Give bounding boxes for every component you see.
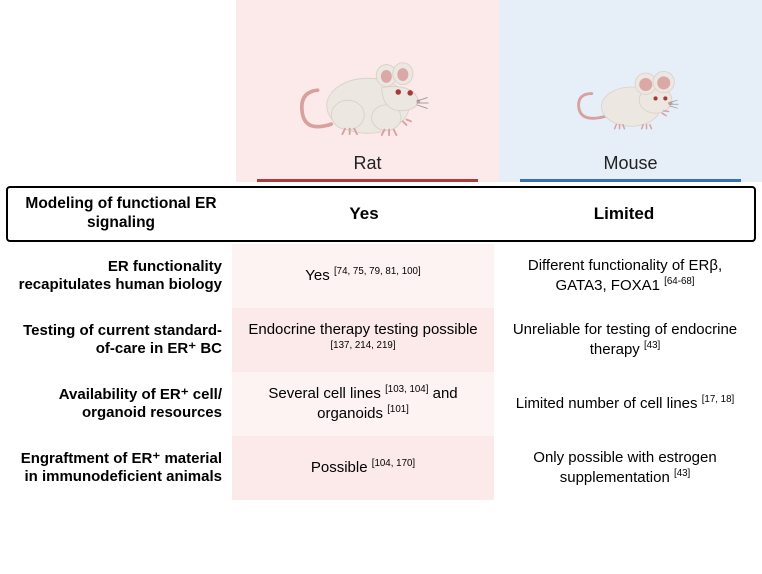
column-label-mouse: Mouse [603,153,657,174]
cell-mouse: Limited number of cell lines [17, 18] [494,372,756,436]
cell-rat: Several cell lines [103, 104] and organo… [232,372,494,436]
rows-container: ER functionality recapitulates human bio… [0,244,762,500]
table-row: Engraftment of ER⁺ material in immunodef… [6,436,756,500]
cell-mouse: Only possible with estrogen supplementat… [494,436,756,500]
cell-mouse: Different functionality of ERβ, GATA3, F… [494,244,756,308]
column-label-rat: Rat [353,153,381,174]
mouse-icon [571,51,691,141]
cell-rat: Endocrine therapy testing possible [137,… [232,308,494,372]
cell-rat: Yes [74, 75, 79, 81, 100] [232,244,494,308]
comparison-table: Rat [0,0,762,574]
row-label: Engraftment of ER⁺ material in immunodef… [6,436,232,500]
feature-cell-mouse: Limited [494,188,754,240]
row-label: ER functionality recapitulates human bio… [6,244,232,308]
feature-row-label: Modeling of functional ER signaling [8,188,234,240]
table-row: Testing of current standard-of-care in E… [6,308,756,372]
mouse-underline [520,179,741,182]
column-header-mouse: Mouse [499,0,762,182]
row-label: Testing of current standard-of-care in E… [6,308,232,372]
table-row: Availability of ER⁺ cell/ organoid resou… [6,372,756,436]
table-row: ER functionality recapitulates human bio… [6,244,756,308]
rat-icon [293,37,443,147]
cell-mouse: Unreliable for testing of endocrine ther… [494,308,756,372]
rat-underline [257,179,478,182]
header-row: Rat [0,0,762,182]
column-header-rat: Rat [236,0,499,182]
row-label: Availability of ER⁺ cell/ organoid resou… [6,372,232,436]
feature-cell-rat: Yes [234,188,494,240]
header-spacer [0,0,236,182]
feature-row: Modeling of functional ER signaling Yes … [6,186,756,242]
cell-rat: Possible [104, 170] [232,436,494,500]
